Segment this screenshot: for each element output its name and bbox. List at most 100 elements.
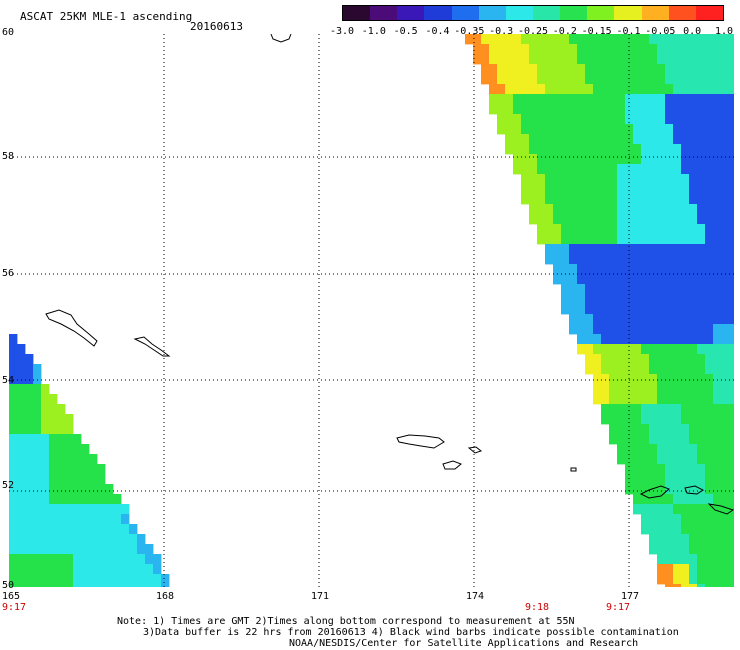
swath-cell xyxy=(721,494,730,505)
swath-cell xyxy=(721,504,730,515)
swath-cell xyxy=(657,184,666,195)
swath-cell xyxy=(601,124,610,135)
swath-cell xyxy=(641,364,650,375)
swath-cell xyxy=(569,64,578,75)
swath-cell xyxy=(569,194,578,205)
swath-cell xyxy=(73,454,82,465)
swath-cell xyxy=(641,254,650,265)
swath-cell xyxy=(25,494,34,505)
swath-cell xyxy=(689,184,698,195)
swath-cell xyxy=(137,534,146,545)
swath-cell xyxy=(537,204,546,215)
swath-cell xyxy=(9,404,18,415)
swath-cell xyxy=(665,54,674,65)
swath-cell xyxy=(625,314,634,325)
swath-cell xyxy=(617,394,626,405)
swath-cell xyxy=(681,514,690,525)
swath-cell xyxy=(641,74,650,85)
swath-cell xyxy=(553,244,562,255)
swath-cell xyxy=(521,134,530,145)
swath-cell xyxy=(705,554,714,565)
swath-cell xyxy=(569,124,578,135)
swath-cell xyxy=(489,34,498,45)
swath-cell xyxy=(617,64,626,75)
swath-cell xyxy=(569,224,578,235)
swath-cell xyxy=(73,444,82,455)
swath-cell xyxy=(665,564,674,575)
swath-cell xyxy=(537,174,546,185)
swath-cell xyxy=(729,274,734,285)
swath-cell xyxy=(57,474,66,485)
swath-cell xyxy=(57,544,66,555)
swath-cell xyxy=(569,204,578,215)
swath-cell xyxy=(25,534,34,545)
swath-cell xyxy=(625,204,634,215)
swath-cell xyxy=(497,44,506,55)
swath-cell xyxy=(689,454,698,465)
swath-cell xyxy=(153,584,162,587)
swath-cell xyxy=(689,514,698,525)
swath-cell xyxy=(689,144,698,155)
swath-cell xyxy=(705,104,714,115)
swath-cell xyxy=(721,414,730,425)
swath-cell xyxy=(713,94,722,105)
swath-cell xyxy=(713,534,722,545)
swath-cell xyxy=(57,534,66,545)
swath-cell xyxy=(705,474,714,485)
swath-cell xyxy=(729,54,734,65)
swath-cell xyxy=(33,404,42,415)
swath-cell xyxy=(657,174,666,185)
swath-cell xyxy=(481,64,490,75)
swath-cell xyxy=(9,344,18,355)
swath-cell xyxy=(721,244,730,255)
swath-cell xyxy=(593,124,602,135)
swath-cell xyxy=(537,164,546,175)
swath-cell xyxy=(681,504,690,515)
swath-cell xyxy=(49,424,58,435)
swath-cell xyxy=(721,234,730,245)
swath-cell xyxy=(713,104,722,115)
swath-cell xyxy=(657,544,666,555)
swath-cell xyxy=(673,444,682,455)
swath-cell xyxy=(113,544,122,555)
color-scale-swatch xyxy=(343,6,371,20)
swath-cell xyxy=(57,584,66,587)
swath-cell xyxy=(729,154,734,165)
swath-cell xyxy=(537,104,546,115)
swath-cell xyxy=(721,474,730,485)
swath-cell xyxy=(601,284,610,295)
swath-cell xyxy=(705,134,714,145)
swath-cell xyxy=(641,234,650,245)
swath-cell xyxy=(705,334,714,345)
swath-cell xyxy=(129,564,138,575)
swath-cell xyxy=(545,244,554,255)
swath-cell xyxy=(633,214,642,225)
swath-cell xyxy=(33,484,42,495)
swath-cell xyxy=(625,214,634,225)
swath-cell xyxy=(729,314,734,325)
swath-cell xyxy=(689,224,698,235)
swath-cell xyxy=(697,144,706,155)
swath-cell xyxy=(673,314,682,325)
swath-cell xyxy=(49,404,58,415)
swath-cell xyxy=(665,144,674,155)
swath-cell xyxy=(625,374,634,385)
swath-cell xyxy=(617,294,626,305)
swath-cell xyxy=(697,44,706,55)
swath-cell xyxy=(673,34,682,45)
swath-cell xyxy=(617,54,626,65)
swath-cell xyxy=(705,354,714,365)
swath-cell xyxy=(721,54,730,65)
swath-cell xyxy=(57,524,66,535)
swath-cell xyxy=(601,304,610,315)
swath-cell xyxy=(705,504,714,515)
swath-cell xyxy=(713,564,722,575)
swath-cell xyxy=(97,574,106,585)
swath-cell xyxy=(713,274,722,285)
swath-cell xyxy=(625,334,634,345)
swath-cell xyxy=(81,504,90,515)
swath-cell xyxy=(609,344,618,355)
swath-cell xyxy=(649,184,658,195)
swath-cell xyxy=(617,164,626,175)
swath-cell xyxy=(705,94,714,105)
